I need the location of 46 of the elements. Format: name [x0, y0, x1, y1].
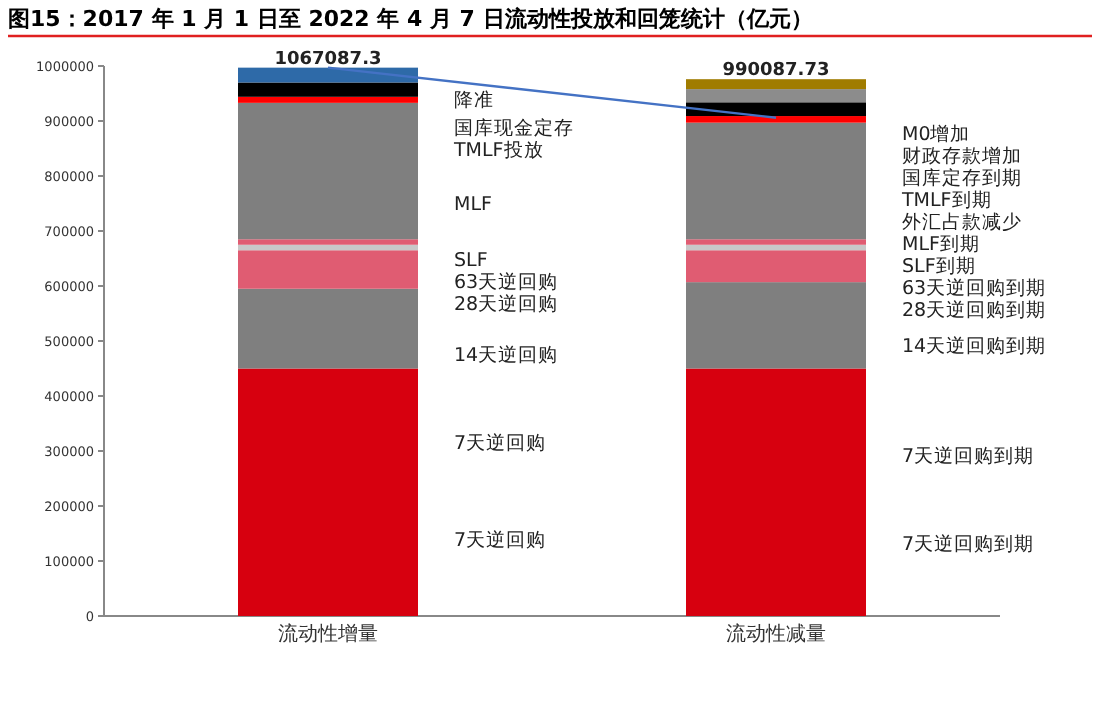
annotation: MLF到期	[902, 231, 980, 256]
annotation: TMLF投放	[452, 137, 544, 162]
bar	[238, 67, 418, 83]
chart-title: 图15：2017 年 1 月 1 日至 2022 年 4 月 7 日流动性投放和回笼统计（亿元）	[8, 6, 813, 32]
x-tick-label: 流动性增量	[278, 622, 378, 646]
bar	[238, 244, 418, 251]
bar	[238, 239, 418, 245]
annotation: 财政存款增加	[902, 143, 1022, 168]
bar	[686, 122, 866, 240]
bar	[686, 239, 866, 245]
annotation: 1067087.3	[274, 49, 382, 70]
bar	[238, 96, 418, 103]
bar	[686, 116, 866, 123]
annotation: 国库定存到期	[902, 165, 1022, 190]
bar	[686, 89, 866, 103]
annotation: 降准	[454, 88, 494, 113]
annotation: 14天逆回购到期	[902, 333, 1047, 358]
annotation: 外汇占款减少	[902, 209, 1022, 234]
annotation: 63天逆回购到期	[902, 275, 1047, 300]
bar	[686, 250, 866, 283]
annotation: M0增加	[902, 121, 971, 146]
bar	[686, 368, 866, 616]
annotation: 28天逆回购	[454, 291, 559, 316]
bar	[686, 79, 866, 90]
bar	[238, 82, 418, 97]
annotation: 国库现金定存	[454, 115, 574, 140]
annotation: SLF	[454, 249, 488, 272]
annotation: MLF	[454, 194, 492, 217]
annotation: 7天逆回购	[454, 431, 547, 455]
bar	[238, 368, 418, 616]
annotation: 7天逆回购到期	[902, 443, 1035, 468]
annotation: SLF到期	[902, 253, 976, 278]
bar	[686, 282, 866, 369]
bar	[686, 244, 866, 251]
annotation: 63天逆回购	[454, 269, 559, 294]
x-tick-label: 流动性减量	[726, 622, 826, 646]
annotation: TMLF到期	[900, 187, 992, 212]
annotation: 7天逆回购	[454, 527, 547, 552]
bar	[238, 250, 418, 289]
bar	[238, 102, 418, 240]
bar	[238, 288, 418, 369]
annotation: 7天逆回购到期	[902, 532, 1035, 557]
annotation: 990087.73	[722, 61, 830, 82]
bar	[686, 102, 866, 117]
annotation: 14天逆回购	[454, 343, 559, 367]
annotation: 28天逆回购到期	[902, 297, 1047, 322]
